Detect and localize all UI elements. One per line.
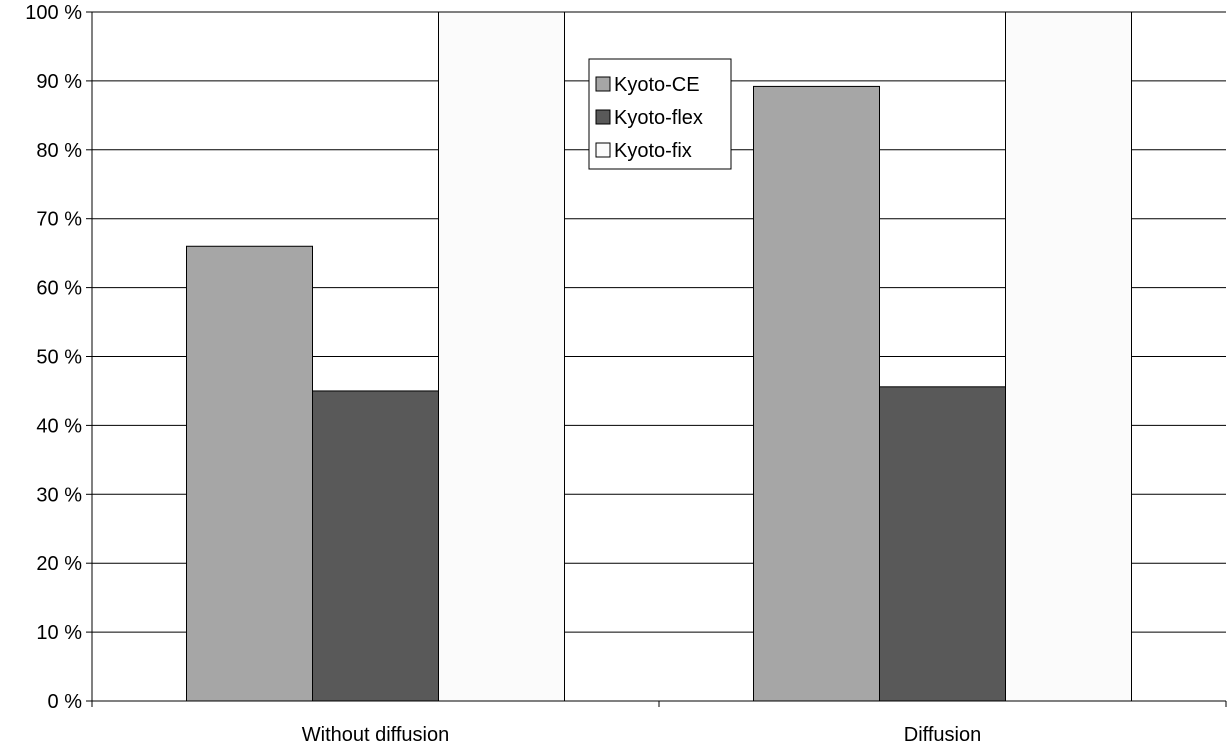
bar-kyoto-fix-diffusion <box>1005 11 1132 702</box>
legend-swatch <box>595 76 611 92</box>
bar-kyoto-ce-diffusion <box>753 85 880 702</box>
y-axis-ticks: 0 % 10 % 20 % 30 % 40 % 50 % 60 % 70 % 80 % 90 % 1… <box>25 2 92 713</box>
legend-box <box>588 58 732 170</box>
legend: Kyoto-CE Kyoto-flex Kyoto-fix <box>588 58 732 170</box>
x-axis-labels: Without diffusion Diffusion <box>302 724 981 746</box>
y-tick-label: 80 % <box>36 140 82 162</box>
y-tick-label: 70 % <box>36 209 82 231</box>
legend-label: Kyoto-CE <box>614 74 700 96</box>
y-tick-label: 40 % <box>36 415 82 437</box>
y-tick-label: 10 % <box>36 622 82 644</box>
legend-swatch <box>595 142 611 158</box>
y-tick-label: 0 % <box>48 691 83 713</box>
axes <box>91 12 1227 707</box>
y-tick-label: 20 % <box>36 553 82 575</box>
bar-kyoto-ce-without-diffusion <box>186 245 313 702</box>
legend-label: Kyoto-flex <box>614 107 703 129</box>
bar-kyoto-flex-without-diffusion <box>312 390 439 702</box>
legend-swatch <box>595 109 611 125</box>
legend-label: Kyoto-fix <box>614 140 692 162</box>
y-tick-label: 50 % <box>36 347 82 369</box>
bar-kyoto-fix-without-diffusion <box>438 11 565 702</box>
y-tick-label: 30 % <box>36 484 82 506</box>
bar-kyoto-flex-diffusion <box>879 386 1006 702</box>
x-category-label: Diffusion <box>904 724 981 746</box>
y-tick-label: 100 % <box>25 2 82 24</box>
bars <box>186 11 1132 702</box>
y-tick-label: 60 % <box>36 278 82 300</box>
y-tick-label: 90 % <box>36 71 82 93</box>
x-category-label: Without diffusion <box>302 724 450 746</box>
